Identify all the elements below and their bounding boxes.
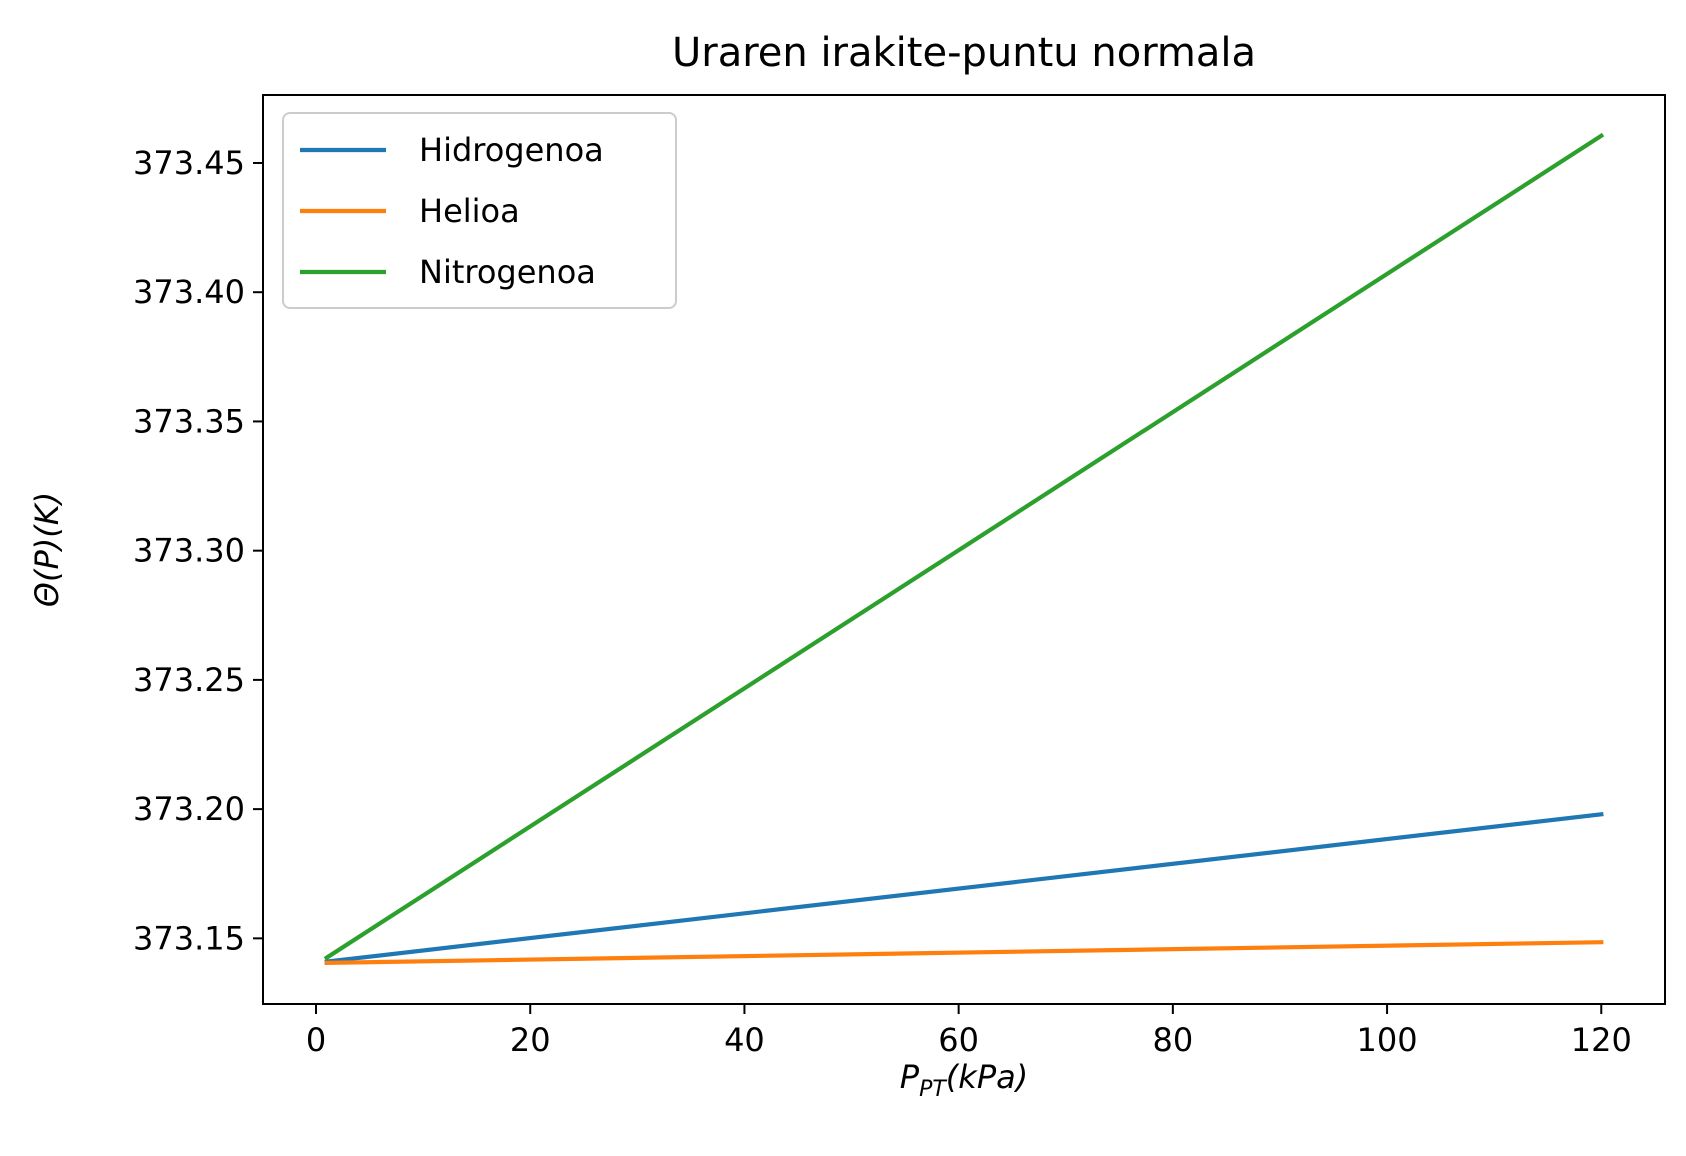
x-axis-label-unit: (kPa) [946,1058,1028,1096]
legend-label: Hidrogenoa [419,131,604,169]
x-tick-label: 100 [1357,1021,1418,1059]
y-tick-label: 373.40 [133,273,245,311]
x-tick-label: 40 [724,1021,765,1059]
chart-title: Uraren irakite-puntu normala [672,30,1256,76]
x-tick-label: 20 [510,1021,551,1059]
x-tick-label: 120 [1571,1021,1632,1059]
y-tick-label: 373.30 [133,532,245,570]
y-tick-label: 373.35 [133,402,245,440]
plot-frame [262,94,1666,1005]
legend-label: Helioa [419,192,520,230]
x-tick-label: 60 [938,1021,979,1059]
series-line-helioa [324,940,1604,966]
x-axis: 0 20 40 60 80 100 120 [306,1004,1632,1059]
x-axis-label-subscript: PT [919,1077,947,1102]
y-tick-label: 373.25 [133,661,245,699]
x-axis-label-main: P [900,1058,920,1096]
legend: Hidrogenoa Helioa Nitrogenoa [282,112,677,309]
series-line-nitrogenoa [323,132,1605,961]
y-axis-label: Θ(P)(K) [28,492,66,607]
legend-box [282,112,677,309]
legend-label: Nitrogenoa [419,253,596,291]
y-tick-label: 373.15 [133,919,245,957]
x-axis-label: PPT(kPa) [900,1058,1028,1102]
y-tick-label: 373.20 [133,790,245,828]
x-tick-label: 80 [1152,1021,1193,1059]
x-tick-label: 0 [306,1021,326,1059]
series-line-hidrogenoa [324,811,1604,964]
y-axis: 373.15 373.20 373.25 373.30 373.35 373.40 373.… [133,144,263,957]
y-tick-label: 373.45 [133,144,245,182]
series-layer [323,132,1605,966]
